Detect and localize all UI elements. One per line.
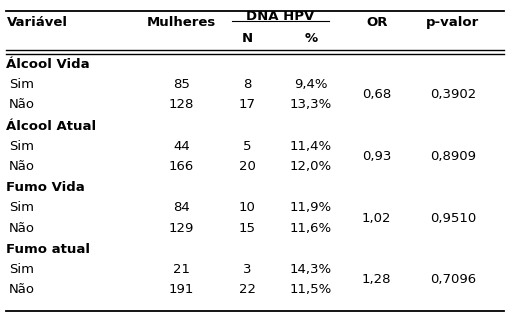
Text: Mulheres: Mulheres xyxy=(147,16,216,29)
Text: 10: 10 xyxy=(239,202,256,214)
Text: 11,5%: 11,5% xyxy=(289,283,331,296)
Text: 0,9510: 0,9510 xyxy=(429,212,475,225)
Text: Álcool Vida: Álcool Vida xyxy=(7,58,90,71)
Text: 14,3%: 14,3% xyxy=(289,263,331,276)
Text: 11,6%: 11,6% xyxy=(289,222,331,235)
Text: 0,3902: 0,3902 xyxy=(429,88,475,101)
Text: Álcool Atual: Álcool Atual xyxy=(7,120,96,133)
Text: 5: 5 xyxy=(243,140,251,153)
Text: Fumo Vida: Fumo Vida xyxy=(7,181,85,194)
Text: Não: Não xyxy=(9,222,35,235)
Text: 3: 3 xyxy=(243,263,251,276)
Text: 128: 128 xyxy=(168,98,194,111)
Text: Fumo atual: Fumo atual xyxy=(7,243,90,256)
Text: 17: 17 xyxy=(238,98,256,111)
Text: Sim: Sim xyxy=(9,78,34,91)
Text: Sim: Sim xyxy=(9,140,34,153)
Text: 0,93: 0,93 xyxy=(361,150,390,163)
Text: Variável: Variável xyxy=(7,16,67,29)
Text: 84: 84 xyxy=(173,202,189,214)
Text: 0,68: 0,68 xyxy=(361,88,390,101)
Text: 11,9%: 11,9% xyxy=(289,202,331,214)
Text: DNA HPV: DNA HPV xyxy=(246,10,314,23)
Text: %: % xyxy=(304,32,317,45)
Text: 15: 15 xyxy=(238,222,256,235)
Text: 129: 129 xyxy=(168,222,194,235)
Text: 21: 21 xyxy=(173,263,189,276)
Text: 11,4%: 11,4% xyxy=(289,140,331,153)
Text: 1,28: 1,28 xyxy=(361,273,391,286)
Text: 8: 8 xyxy=(243,78,251,91)
Text: 0,8909: 0,8909 xyxy=(429,150,475,163)
Text: 191: 191 xyxy=(168,283,194,296)
Text: 20: 20 xyxy=(239,160,256,173)
Text: Não: Não xyxy=(9,160,35,173)
Text: 85: 85 xyxy=(173,78,189,91)
Text: Sim: Sim xyxy=(9,202,34,214)
Text: OR: OR xyxy=(365,16,387,29)
Text: 0,7096: 0,7096 xyxy=(429,273,475,286)
Text: 9,4%: 9,4% xyxy=(294,78,327,91)
Text: 22: 22 xyxy=(238,283,256,296)
Text: 13,3%: 13,3% xyxy=(289,98,331,111)
Text: 1,02: 1,02 xyxy=(361,212,391,225)
Text: N: N xyxy=(241,32,252,45)
Text: 12,0%: 12,0% xyxy=(289,160,331,173)
Text: Não: Não xyxy=(9,98,35,111)
Text: Não: Não xyxy=(9,283,35,296)
Text: 44: 44 xyxy=(173,140,189,153)
Text: 166: 166 xyxy=(168,160,194,173)
Text: Sim: Sim xyxy=(9,263,34,276)
Text: p-valor: p-valor xyxy=(426,16,478,29)
